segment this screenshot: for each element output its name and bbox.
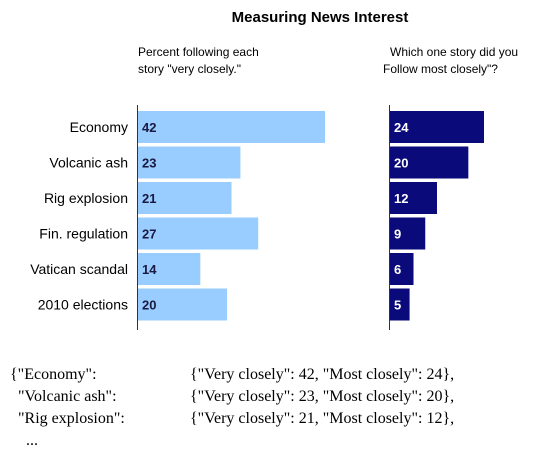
news-interest-chart: Measuring News Interest Percent followin… — [30, 9, 518, 330]
right-subtitle-line-1: Which one story did you — [390, 45, 518, 59]
most-closely-bar-2010-elections — [390, 288, 410, 321]
most-closely-value-vatican-scandal: 6 — [394, 262, 401, 277]
left-subtitle-line-2: story "very closely." — [138, 62, 241, 76]
most-closely-bar-economy — [390, 111, 484, 143]
very-closely-bar-rig-explosion — [138, 182, 232, 214]
very-closely-bar-volcanic-ash — [138, 146, 241, 179]
category-label-volcanic-ash: Volcanic ash — [49, 155, 128, 171]
most-closely-bar-volcanic-ash — [390, 146, 469, 179]
code-line: {"Economy": {"Very closely": 42, "Most cl… — [10, 366, 550, 388]
very-closely-bar-vatican-scandal — [138, 253, 201, 285]
code-value: {"Very closely": 21, "Most closely": 12}… — [190, 410, 455, 427]
chart-title: Measuring News Interest — [232, 9, 409, 26]
code-value: {"Very closely": 42, "Most closely": 24}… — [190, 366, 455, 383]
very-closely-value-rig-explosion: 21 — [142, 191, 156, 206]
very-closely-value-2010-elections: 20 — [142, 298, 156, 313]
most-closely-value-rig-explosion: 12 — [394, 191, 408, 206]
category-label-vatican-scandal: Vatican scandal — [30, 261, 128, 277]
category-label-rig-explosion: Rig explosion — [44, 190, 128, 206]
most-closely-bar-fin-regulation — [390, 217, 426, 250]
code-line: "Rig explosion": {"Very closely": 21, "Mo… — [10, 410, 550, 432]
left-subtitle-line-1: Percent following each — [138, 45, 259, 59]
code-key: "Volcanic ash": — [10, 388, 117, 405]
category-label-2010-elections: 2010 elections — [38, 297, 128, 313]
code-value: {"Very closely": 23, "Most closely": 20}… — [190, 388, 455, 405]
most-closely-value-fin-regulation: 9 — [394, 227, 401, 242]
very-closely-bar-economy — [138, 111, 325, 143]
most-closely-value-volcanic-ash: 20 — [394, 156, 408, 171]
code-key: "Rig explosion": — [10, 410, 125, 427]
category-label-fin-regulation: Fin. regulation — [39, 226, 128, 242]
bar-groups: Economy 42 24 Volcanic ash 23 20 Rig explosion… — [30, 105, 484, 330]
very-closely-value-volcanic-ash: 23 — [142, 156, 156, 171]
right-subtitle-line-2: Follow most closely"? — [383, 62, 498, 76]
category-label-economy: Economy — [70, 119, 128, 135]
code-key: {"Economy": — [10, 366, 97, 383]
very-closely-value-economy: 42 — [142, 120, 156, 135]
code-line: "Volcanic ash": {"Very closely": 23, "Mos… — [10, 388, 550, 410]
most-closely-bar-rig-explosion — [390, 182, 437, 214]
code-line: ... — [10, 432, 550, 454]
most-closely-bar-vatican-scandal — [390, 253, 414, 285]
most-closely-value-2010-elections: 5 — [394, 298, 401, 313]
very-closely-bar-fin-regulation — [138, 217, 259, 250]
very-closely-bar-2010-elections — [138, 288, 228, 321]
very-closely-value-vatican-scandal: 14 — [142, 262, 157, 277]
very-closely-value-fin-regulation: 27 — [142, 227, 156, 242]
most-closely-value-economy: 24 — [394, 120, 409, 135]
data-code-block: {"Economy": {"Very closely": 42, "Most cl… — [10, 366, 550, 454]
code-key: ... — [10, 432, 38, 449]
